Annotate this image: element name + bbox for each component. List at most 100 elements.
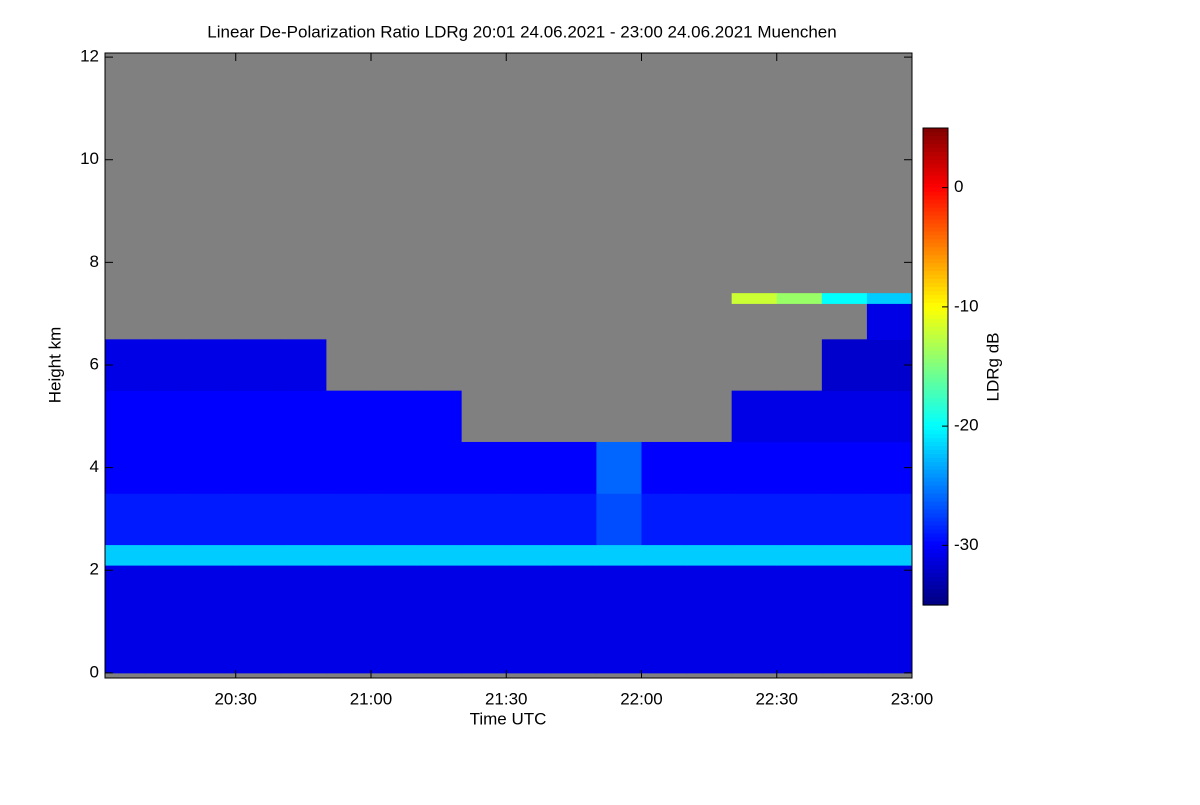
colorbar-step	[923, 442, 948, 447]
axes: 0 2 4 6 8 10 12 20:30 21:00 21:30 22:00 22:30 23:00	[80, 47, 933, 709]
cell	[731, 565, 778, 674]
cell	[866, 493, 913, 546]
cell	[145, 493, 192, 546]
colorbar-step	[923, 195, 948, 201]
colorbar-step	[923, 151, 948, 157]
cell	[821, 339, 868, 392]
colorbar-step	[923, 453, 948, 459]
colorbar-frame	[922, 127, 949, 606]
plot-frame	[104, 52, 913, 679]
colorbar-step	[923, 350, 948, 356]
colorbar-step	[923, 469, 948, 475]
cell	[641, 493, 688, 546]
cell	[686, 441, 733, 494]
colorbar-step	[923, 489, 948, 495]
y-axis-label: Height km	[45, 327, 64, 404]
colorbar-step	[923, 509, 948, 515]
cell	[145, 339, 192, 392]
colorbar-step	[923, 370, 948, 376]
colorbar-step	[923, 449, 948, 455]
colorbar-step	[923, 362, 948, 368]
colorbar-step	[923, 593, 948, 598]
cell	[866, 544, 913, 566]
cell	[641, 544, 688, 566]
colorbar: 0 -10 -20 -30	[922, 127, 979, 606]
cell	[776, 544, 823, 566]
x-tick-label: 20:30	[214, 689, 257, 708]
cell	[641, 441, 688, 494]
colorbar-step	[923, 287, 948, 292]
colorbar-step	[923, 167, 948, 173]
colorbar-step	[923, 267, 948, 272]
cell	[686, 544, 733, 566]
cell	[190, 441, 237, 494]
colorbar-step	[923, 223, 948, 228]
colorbar-step	[923, 219, 948, 224]
cell	[461, 565, 507, 674]
colorbar-step	[923, 235, 948, 240]
colorbar-step	[923, 247, 948, 252]
colorbar-step	[923, 414, 948, 419]
cell	[776, 565, 823, 674]
colorbar-step	[923, 378, 948, 383]
colorbar-step	[923, 179, 948, 185]
cell	[551, 493, 597, 546]
cell	[551, 441, 597, 494]
colorbar-step	[923, 128, 948, 133]
colorbar-step	[923, 501, 948, 507]
cell	[821, 441, 868, 494]
colorbar-tick-label: 0	[954, 177, 963, 196]
colorbar-step	[923, 465, 948, 471]
cell	[325, 441, 372, 494]
cell	[325, 493, 372, 546]
cell	[235, 493, 282, 546]
colorbar-step	[923, 589, 948, 594]
colorbar-step	[923, 434, 948, 439]
colorbar-step	[923, 529, 948, 535]
cell	[235, 441, 282, 494]
colorbar-step	[923, 422, 948, 427]
cell	[190, 565, 237, 674]
colorbar-step	[923, 473, 948, 479]
colorbar-step	[923, 505, 948, 511]
colorbar-step	[923, 318, 948, 324]
y-tick-label: 0	[90, 662, 99, 681]
colorbar-step	[923, 175, 948, 181]
colorbar-tick-label: -20	[954, 416, 979, 435]
colorbar-step	[923, 263, 948, 268]
colorbar-step	[923, 382, 948, 387]
colorbar-step	[923, 215, 948, 221]
cell	[370, 441, 417, 494]
x-tick-label: 21:30	[485, 689, 528, 708]
colorbar-step	[923, 135, 948, 141]
colorbar-step	[923, 581, 948, 586]
cell	[280, 339, 327, 392]
colorbar-step	[923, 294, 948, 300]
cell	[731, 493, 778, 546]
colorbar-step	[923, 517, 948, 523]
colorbar-label: LDRg dB	[983, 333, 1002, 402]
cell	[776, 390, 823, 443]
colorbar-step	[923, 545, 948, 550]
cell	[325, 565, 372, 674]
cell	[416, 544, 462, 566]
colorbar-step	[923, 521, 948, 527]
cell	[145, 544, 192, 566]
colorbar-step	[923, 577, 948, 582]
cell	[105, 565, 147, 674]
colorbar-step	[923, 239, 948, 244]
colorbar-step	[923, 533, 948, 539]
cell	[506, 544, 552, 566]
cell	[866, 565, 913, 674]
colorbar-step	[923, 314, 948, 320]
colorbar-step	[923, 191, 948, 197]
colorbar-step	[923, 601, 948, 606]
cell	[280, 390, 327, 443]
colorbar-step	[923, 549, 948, 554]
colorbar-step	[923, 251, 948, 256]
colorbar-step	[923, 290, 948, 296]
cell	[145, 565, 192, 674]
colorbar-step	[923, 255, 948, 260]
colorbar-step	[923, 426, 948, 431]
